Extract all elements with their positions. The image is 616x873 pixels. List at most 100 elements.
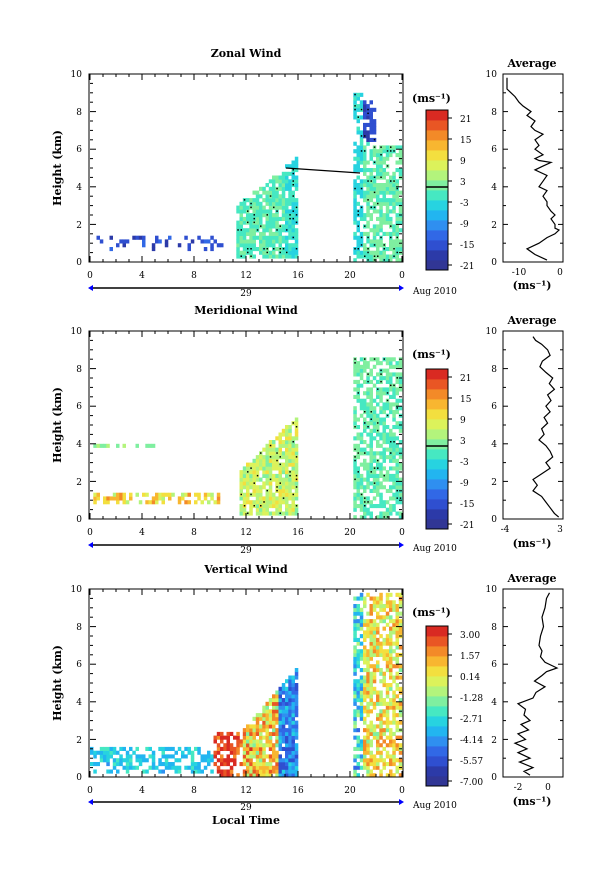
heatmap-cell bbox=[294, 705, 299, 710]
avg-y-tick: 4 bbox=[491, 698, 497, 708]
contour-mark bbox=[373, 206, 376, 209]
colorbar-swatch bbox=[426, 140, 448, 151]
heatmap-cell bbox=[112, 762, 117, 767]
contour-mark bbox=[279, 463, 281, 466]
heatmap-cell bbox=[366, 394, 370, 399]
heatmap-cell bbox=[372, 119, 377, 124]
heatmap-cell bbox=[356, 168, 360, 173]
heatmap-cell bbox=[395, 720, 399, 725]
heatmap-cell bbox=[376, 637, 380, 642]
heatmap-cell bbox=[353, 156, 357, 161]
heatmap-cell bbox=[294, 235, 299, 240]
x-tick-label: 20 bbox=[344, 271, 356, 281]
contour-mark bbox=[386, 150, 389, 152]
heatmap-cell bbox=[291, 504, 295, 509]
heatmap-cell bbox=[379, 220, 383, 225]
heatmap-cell bbox=[392, 425, 396, 430]
heatmap-cell bbox=[99, 750, 104, 755]
heatmap-cell bbox=[389, 683, 393, 688]
heatmap-cell bbox=[372, 735, 377, 740]
heatmap-cell bbox=[288, 690, 292, 695]
heatmap-cell bbox=[369, 190, 373, 195]
heatmap-cell bbox=[288, 743, 292, 748]
colorbar-tick: -15 bbox=[460, 241, 475, 251]
contour-mark bbox=[377, 459, 379, 462]
heatmap-cell bbox=[363, 739, 367, 744]
heatmap-cell bbox=[356, 425, 360, 430]
heatmap-cell bbox=[369, 455, 373, 460]
heatmap-cell bbox=[259, 194, 263, 199]
contour-mark bbox=[247, 221, 249, 224]
heatmap-cell bbox=[353, 235, 357, 240]
heatmap-cell bbox=[294, 447, 299, 452]
heatmap-cell bbox=[353, 258, 357, 263]
heatmap-cell bbox=[395, 458, 399, 463]
heatmap-cell bbox=[363, 754, 367, 759]
heatmap-cell bbox=[239, 220, 243, 225]
heatmap-cell bbox=[372, 413, 377, 418]
heatmap-cell bbox=[372, 428, 377, 433]
heatmap-cell bbox=[363, 364, 367, 369]
heatmap-cell bbox=[275, 511, 279, 516]
heatmap-cell bbox=[379, 649, 383, 654]
heatmap-cell bbox=[281, 511, 286, 516]
heatmap-cell bbox=[372, 773, 377, 778]
heatmap-cell bbox=[288, 250, 292, 255]
heatmap-cell bbox=[356, 709, 360, 714]
heatmap-cell bbox=[294, 250, 299, 255]
heatmap-cell bbox=[272, 183, 276, 188]
heatmap-cell bbox=[168, 765, 172, 770]
heatmap-cell bbox=[285, 477, 289, 482]
heatmap-cell bbox=[291, 679, 295, 684]
heatmap-cell bbox=[288, 758, 292, 763]
heatmap-cell bbox=[249, 731, 253, 736]
heatmap-cell bbox=[249, 762, 253, 767]
heatmap-cell bbox=[363, 425, 367, 430]
colorbar-swatch bbox=[426, 626, 448, 637]
heatmap-cell bbox=[272, 186, 276, 191]
heatmap-cell bbox=[272, 500, 276, 505]
contour-mark bbox=[295, 221, 298, 224]
heatmap-cell bbox=[398, 743, 403, 748]
x-tick-label: 16 bbox=[292, 271, 304, 281]
heatmap-cell bbox=[363, 126, 367, 131]
heatmap-cell bbox=[363, 231, 367, 236]
contour-mark bbox=[253, 505, 255, 507]
heatmap-cell bbox=[116, 750, 120, 755]
heatmap-cell bbox=[392, 183, 396, 188]
heatmap-cell bbox=[366, 115, 370, 120]
heatmap-cell bbox=[190, 754, 195, 759]
heatmap-cell bbox=[379, 254, 383, 259]
heatmap-cell bbox=[369, 115, 373, 120]
contour-mark bbox=[292, 172, 294, 175]
heatmap-cell bbox=[353, 630, 357, 635]
heatmap-cell bbox=[379, 473, 383, 478]
heatmap-cell bbox=[246, 462, 250, 467]
heatmap-cell bbox=[356, 153, 360, 158]
heatmap-cell bbox=[356, 698, 360, 703]
heatmap-cell bbox=[281, 758, 286, 763]
heatmap-cell bbox=[372, 168, 377, 173]
heatmap-cell bbox=[353, 619, 357, 624]
heatmap-cell bbox=[392, 641, 396, 646]
heatmap-cell bbox=[356, 604, 360, 609]
heatmap-cell bbox=[259, 209, 263, 214]
heatmap-cell bbox=[288, 683, 292, 688]
heatmap-cell bbox=[372, 664, 377, 669]
contour-mark bbox=[380, 146, 382, 148]
contour-mark bbox=[263, 501, 265, 503]
heatmap-cell bbox=[265, 462, 269, 467]
heatmap-cell bbox=[379, 496, 383, 501]
heatmap-cell bbox=[285, 447, 289, 452]
contour-mark bbox=[247, 471, 249, 473]
heatmap-cell bbox=[281, 216, 286, 221]
heatmap-cell bbox=[372, 149, 377, 154]
heatmap-cell bbox=[389, 641, 393, 646]
heatmap-cell bbox=[255, 743, 260, 748]
heatmap-cell bbox=[272, 769, 276, 774]
heatmap-cell bbox=[359, 209, 364, 214]
heatmap-cell bbox=[379, 470, 383, 475]
heatmap-cell bbox=[281, 194, 286, 199]
heatmap-cell bbox=[285, 243, 289, 248]
heatmap-cell bbox=[369, 731, 373, 736]
